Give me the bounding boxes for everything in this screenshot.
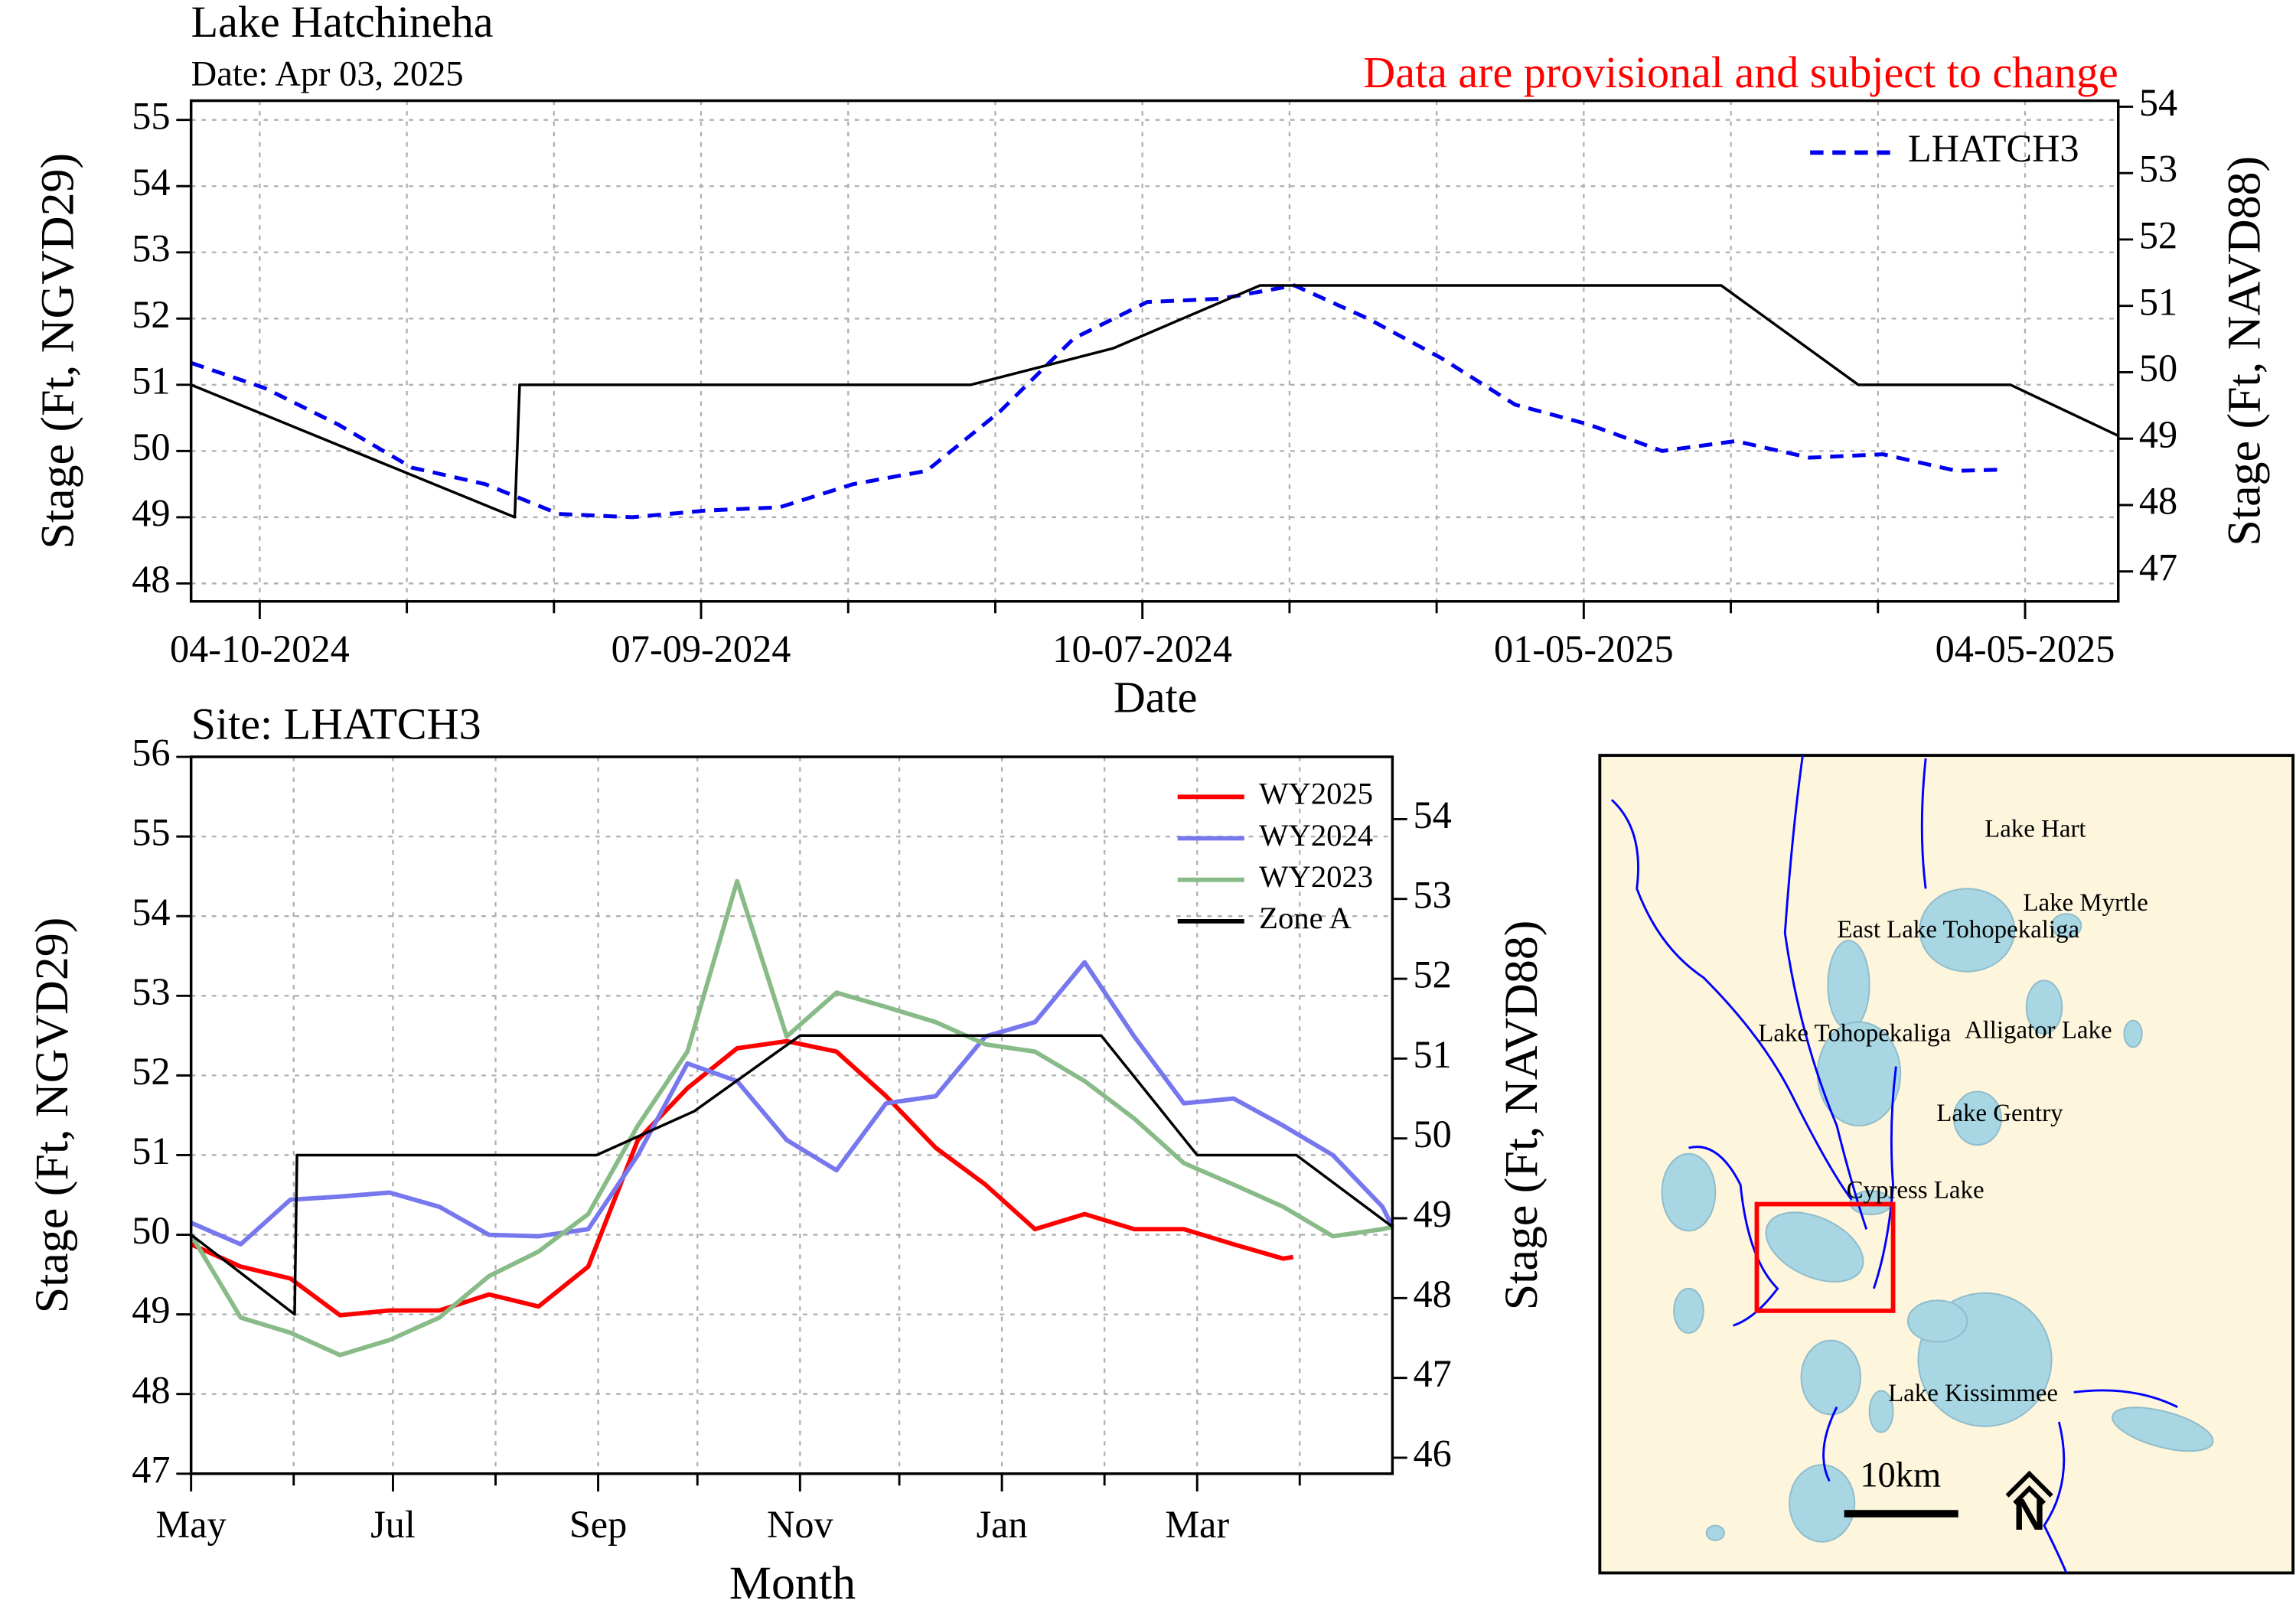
scale-label: 10km [1860,1455,1941,1495]
x-axis-label: Date [1114,673,1198,722]
series-line [190,1034,1394,1316]
map-label: Cypress Lake [1847,1177,1985,1204]
y2-tick-label: 49 [1413,1193,1451,1236]
y-tick-label: 50 [132,425,170,468]
y2-tick-label: 52 [1413,953,1451,996]
y-axis-label: Stage (Ft, NGVD29) [32,153,84,549]
y2-tick-label: 52 [2139,214,2177,256]
map-label: Lake Hart [1985,815,2086,843]
x-tick-label: Jul [370,1503,416,1546]
y2-tick-label: 51 [2139,280,2177,323]
legend-label: WY2025 [1259,777,1373,811]
y-tick-label: 51 [132,1129,170,1172]
plot-frame [189,99,2120,603]
chart-subtitle: Date: Apr 03, 2025 [191,54,464,93]
series-line [191,284,2119,519]
x-tick-label: 04-10-2024 [170,627,350,670]
y-tick-label: 49 [132,1289,170,1332]
y-tick-label: 54 [132,161,170,204]
series-line [190,960,1394,1247]
north-label: N [2014,1490,2046,1540]
y2-axis-label: Stage (Ft, NAVD88) [2218,156,2270,546]
lakes [1661,888,2214,1543]
y-tick-label: 48 [132,1368,170,1411]
map-label: Alligator Lake [1965,1017,2112,1045]
y-tick-label: 52 [132,293,170,336]
y-tick-label: 49 [132,491,170,534]
y-tick-label: 54 [132,891,170,934]
plot-frame [189,755,1394,1475]
y-axis-label: Stage (Ft, NGVD29) [26,918,78,1314]
y2-tick-label: 54 [2139,81,2177,124]
y2-axis-label: Stage (Ft, NAVD88) [1495,921,1548,1311]
y2-tick-label: 48 [2139,480,2177,523]
legend-label: WY2023 [1259,859,1373,894]
y2-tick-label: 54 [1413,794,1451,836]
y-tick-label: 51 [132,359,170,402]
map-label: Lake Tohopekaliga [1758,1019,1951,1047]
y2-tick-label: 51 [1413,1033,1451,1076]
y-tick-label: 47 [132,1448,170,1491]
y2-tick-label: 48 [1413,1273,1451,1315]
north-arrow [2005,1470,2053,1505]
y2-tick-label: 47 [1413,1352,1451,1395]
site-box [1754,1201,1896,1313]
y2-tick-label: 50 [1413,1113,1451,1156]
map-label: Lake Kissimmee [1888,1380,2058,1407]
x-tick-label: May [156,1503,227,1546]
chart: Lake Hatchineha Date: Apr 03, 2025 Data ar… [32,0,2271,722]
x-tick-label: Jan [977,1503,1028,1546]
y-tick-label: 53 [132,227,170,269]
y-tick-label: 48 [132,558,170,601]
y2-tick-label: 46 [1413,1432,1451,1475]
y-tick-label: 53 [132,970,170,1013]
chart-annotation: Data are provisional and subject to chan… [1363,47,2118,97]
y2-tick-label: 49 [2139,413,2177,456]
chart-title: Lake Hatchineha [191,0,494,47]
y-tick-label: 55 [132,811,170,854]
legend-label: LHATCH3 [1908,127,2079,170]
y-tick-label: 55 [132,94,170,137]
map-label: Lake Gentry [1936,1100,2063,1127]
chart-title: Site: LHATCH3 [191,699,481,749]
x-axis-label: Month [729,1557,856,1607]
legend-label: Zone A [1259,901,1352,935]
y-tick-label: 56 [132,732,170,774]
x-tick-label: Sep [569,1503,627,1546]
y2-tick-label: 53 [1413,873,1451,916]
x-tick-label: 07-09-2024 [612,627,791,670]
x-tick-label: 01-05-2025 [1494,627,1674,670]
x-tick-label: Nov [767,1503,833,1546]
map-label: Lake Myrtle [2023,889,2148,917]
y2-tick-label: 47 [2139,546,2177,588]
y-tick-label: 50 [132,1209,170,1252]
chart: Site: LHATCH3 Month Stage (Ft, NGVD29) Stag… [26,699,1548,1607]
series-line [189,878,1394,1358]
y2-tick-label: 50 [2139,347,2177,390]
x-tick-label: Mar [1165,1503,1229,1546]
x-tick-label: 04-05-2025 [1936,627,2115,670]
map: Lake Hart Lake Myrtle East Lake Tohopeka… [1598,754,2295,1575]
y2-tick-label: 53 [2139,148,2177,191]
x-tick-label: 10-07-2024 [1052,627,1232,670]
y-tick-label: 52 [132,1050,170,1093]
legend-label: WY2024 [1259,818,1373,852]
series-line [190,1038,1294,1318]
series-line [190,283,2006,520]
map-label: East Lake Tohopekaliga [1837,916,2079,944]
